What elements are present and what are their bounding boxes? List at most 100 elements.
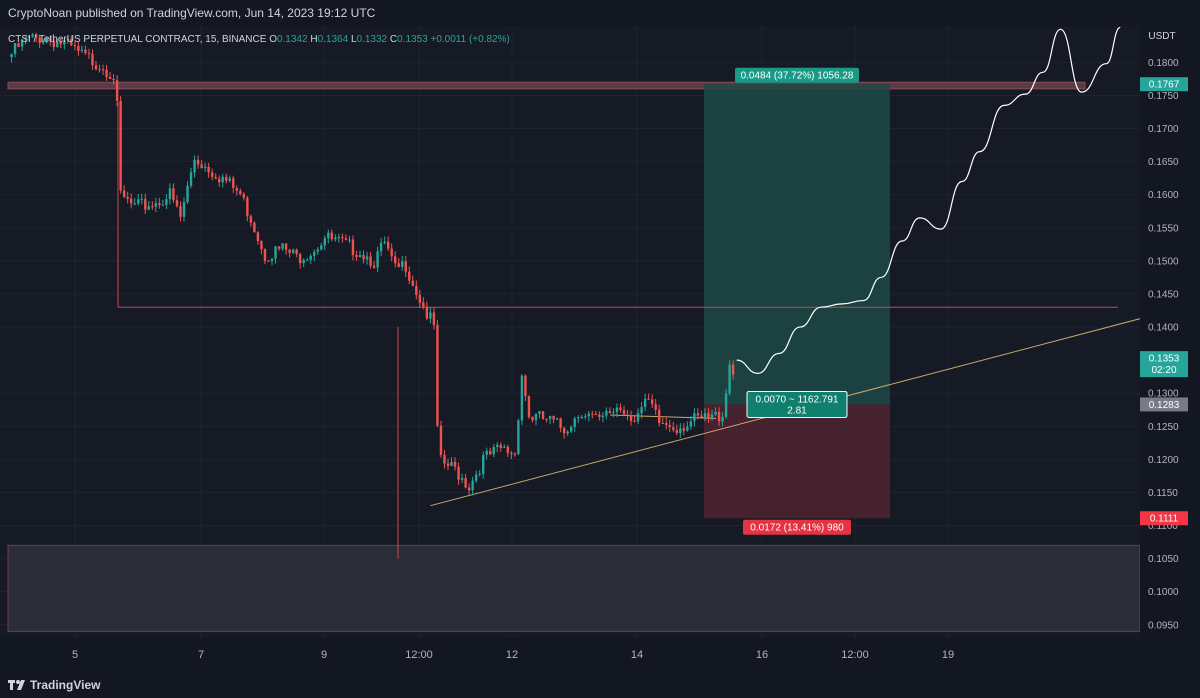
- candle-body[interactable]: [415, 285, 418, 295]
- candle-body[interactable]: [446, 463, 450, 466]
- candle-body[interactable]: [686, 426, 689, 431]
- candle-body[interactable]: [496, 444, 499, 447]
- candle-body[interactable]: [629, 415, 633, 421]
- candle-body[interactable]: [548, 416, 552, 420]
- projection-path[interactable]: [736, 26, 1121, 374]
- candle-body[interactable]: [369, 256, 372, 266]
- candle-body[interactable]: [552, 416, 555, 420]
- candle-body[interactable]: [714, 411, 717, 415]
- candle-body[interactable]: [425, 306, 429, 319]
- candle-body[interactable]: [203, 166, 207, 169]
- candle-body[interactable]: [499, 444, 502, 448]
- candle-body[interactable]: [376, 251, 379, 268]
- candle-body[interactable]: [348, 239, 351, 241]
- candle-body[interactable]: [108, 76, 112, 79]
- candle-body[interactable]: [316, 249, 319, 252]
- candle-body[interactable]: [577, 417, 580, 419]
- candle-body[interactable]: [453, 461, 457, 467]
- candle-body[interactable]: [573, 418, 576, 427]
- candle-body[interactable]: [689, 421, 693, 427]
- candle-body[interactable]: [584, 416, 587, 418]
- candle-body[interactable]: [274, 246, 277, 259]
- candle-body[interactable]: [341, 237, 344, 239]
- candle-body[interactable]: [397, 263, 400, 267]
- candle-body[interactable]: [443, 454, 446, 464]
- candle-body[interactable]: [728, 364, 731, 394]
- candle-body[interactable]: [411, 280, 414, 286]
- candle-body[interactable]: [545, 418, 548, 420]
- candle-body[interactable]: [362, 255, 365, 260]
- candle-body[interactable]: [615, 407, 619, 412]
- long-target-zone[interactable]: [704, 84, 890, 405]
- candle-body[interactable]: [179, 206, 182, 217]
- candle-body[interactable]: [70, 38, 73, 46]
- candle-body[interactable]: [464, 478, 467, 488]
- candle-body[interactable]: [520, 375, 524, 421]
- candle-body[interactable]: [284, 243, 288, 250]
- candle-body[interactable]: [591, 413, 594, 415]
- candle-body[interactable]: [320, 245, 323, 250]
- candle-body[interactable]: [682, 428, 686, 431]
- candle-body[interactable]: [622, 410, 626, 415]
- candle-body[interactable]: [619, 407, 622, 411]
- candle-body[interactable]: [566, 431, 569, 434]
- candle-body[interactable]: [210, 172, 214, 177]
- candle-body[interactable]: [193, 159, 196, 173]
- target-label-bg[interactable]: [735, 67, 859, 83]
- candle-body[interactable]: [246, 197, 249, 217]
- candle-body[interactable]: [207, 166, 210, 173]
- candle-body[interactable]: [59, 41, 62, 45]
- candle-body[interactable]: [31, 34, 34, 37]
- candle-body[interactable]: [221, 176, 224, 183]
- candle-body[interactable]: [626, 414, 629, 416]
- candle-body[interactable]: [672, 427, 675, 430]
- candle-body[interactable]: [707, 413, 710, 418]
- candle-body[interactable]: [696, 413, 700, 416]
- candle-body[interactable]: [147, 206, 150, 210]
- candle-body[interactable]: [422, 302, 425, 307]
- candle-body[interactable]: [87, 53, 91, 55]
- candle-body[interactable]: [165, 199, 168, 205]
- candle-body[interactable]: [555, 418, 559, 420]
- candle-body[interactable]: [235, 187, 238, 191]
- candle-body[interactable]: [306, 259, 309, 261]
- candle-body[interactable]: [337, 237, 341, 239]
- candle-body[interactable]: [267, 260, 270, 262]
- candle-body[interactable]: [218, 178, 221, 183]
- candle-body[interactable]: [605, 411, 608, 416]
- candle-body[interactable]: [45, 38, 48, 41]
- candle-body[interactable]: [439, 425, 443, 455]
- candle-body[interactable]: [429, 312, 432, 319]
- candle-body[interactable]: [144, 198, 147, 210]
- candle-body[interactable]: [232, 178, 235, 188]
- candle-body[interactable]: [731, 364, 735, 375]
- candle-body[interactable]: [77, 45, 80, 51]
- candle-body[interactable]: [432, 312, 436, 325]
- candle-body[interactable]: [137, 199, 140, 204]
- candle-body[interactable]: [298, 254, 302, 264]
- candle-body[interactable]: [263, 249, 267, 261]
- resistance-zone[interactable]: [7, 81, 1086, 90]
- candle-body[interactable]: [73, 45, 77, 47]
- candle-body[interactable]: [13, 43, 17, 54]
- candle-body[interactable]: [295, 249, 298, 255]
- candle-body[interactable]: [365, 256, 369, 260]
- candle-body[interactable]: [640, 407, 643, 414]
- candle-body[interactable]: [154, 203, 158, 207]
- candle-body[interactable]: [38, 37, 41, 44]
- candle-body[interactable]: [636, 413, 640, 422]
- candle-body[interactable]: [492, 446, 495, 455]
- candle-body[interactable]: [541, 411, 545, 419]
- candle-body[interactable]: [172, 188, 175, 201]
- chart-plot-area[interactable]: CTSI / TetherUS PERPETUAL CONTRACT, 15, …: [0, 26, 1184, 638]
- candle-body[interactable]: [84, 49, 87, 54]
- candle-body[interactable]: [24, 37, 27, 40]
- price-tag[interactable]: [1140, 77, 1188, 92]
- price-tag[interactable]: [1140, 511, 1188, 526]
- candle-body[interactable]: [562, 428, 566, 434]
- candle-body[interactable]: [436, 324, 439, 426]
- candle-body[interactable]: [503, 446, 506, 448]
- candle-body[interactable]: [661, 422, 664, 424]
- candle-body[interactable]: [355, 255, 358, 258]
- candle-body[interactable]: [168, 188, 172, 200]
